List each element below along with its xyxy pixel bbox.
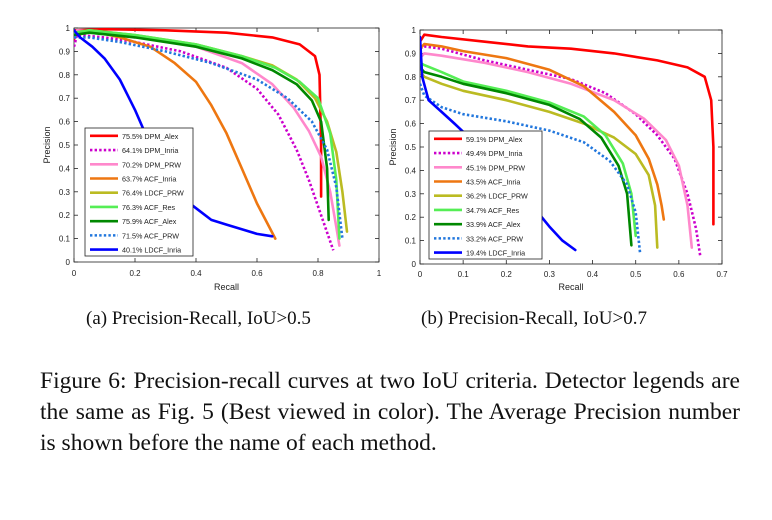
- y-tick-label: 0.7: [405, 96, 417, 105]
- x-tick-label: 0.2: [501, 270, 513, 279]
- legend-entry: 34.7% ACF_Res: [466, 206, 520, 215]
- x-tick-label: 0.5: [630, 270, 642, 279]
- y-tick-label: 0: [66, 258, 71, 267]
- y-axis-label: Precision: [388, 128, 398, 165]
- y-tick-label: 1: [66, 24, 71, 33]
- series-line-7: [74, 31, 330, 222]
- legend-entry: 36.2% LDCF_PRW: [466, 192, 528, 201]
- legend-entry: 70.2% DPM_PRW: [122, 160, 181, 169]
- legend-entry: 33.2% ACF_PRW: [466, 234, 523, 243]
- legend-entry: 75.9% ACF_Alex: [122, 217, 177, 226]
- y-tick-label: 0.2: [405, 213, 417, 222]
- y-tick-label: 0.2: [59, 211, 71, 220]
- legend-entry: 75.5% DPM_Alex: [122, 132, 179, 141]
- series-line-6: [74, 29, 341, 240]
- x-tick-label: 0.1: [458, 270, 470, 279]
- legend-entry: 76.3% ACF_Res: [122, 203, 176, 212]
- legend-entry: 33.9% ACF_Alex: [466, 220, 521, 229]
- legend-entry: 64.1% DPM_Inria: [122, 146, 178, 155]
- figure-caption: Figure 6: Precision-recall curves at two…: [40, 368, 740, 456]
- y-tick-label: 0.9: [405, 49, 417, 58]
- legend-entry: 19.4% LDCF_Inria: [466, 249, 525, 258]
- series-line-4: [420, 42, 666, 221]
- y-tick-label: 0.8: [405, 73, 417, 82]
- y-tick-label: 0.1: [59, 235, 71, 244]
- y-tick-label: 0.4: [59, 164, 71, 173]
- y-tick-label: 0.5: [405, 143, 417, 152]
- x-tick-label: 0.2: [129, 269, 141, 278]
- legend: 75.5% DPM_Alex 64.1% DPM_Inria 70.2% DPM_P…: [84, 127, 194, 257]
- x-tick-label: 0.3: [544, 270, 556, 279]
- y-tick-label: 0.4: [405, 166, 417, 175]
- x-tick-label: 0.4: [587, 270, 599, 279]
- legend-entry: 49.4% DPM_Inria: [466, 149, 522, 158]
- y-axis-label: Precision: [42, 126, 52, 163]
- y-tick-label: 0.8: [59, 71, 71, 80]
- chart-b: 0 0.1 0.2 0.3 0.4 0.5 0.6 0.7 0.8 0.9 1 0 0.1 0.2 0.3 0…: [388, 26, 728, 292]
- y-tick-label: 0: [412, 260, 417, 269]
- series-line-8: [74, 36, 344, 239]
- series-line-2: [74, 33, 335, 251]
- legend-entry: 45.1% DPM_PRW: [466, 163, 525, 172]
- y-tick-label: 0.6: [405, 120, 417, 129]
- y-tick-label: 0.3: [59, 188, 71, 197]
- legend-entry: 76.4% LDCF_PRW: [122, 189, 184, 198]
- series-line-5: [420, 70, 659, 249]
- x-tick-label: 0.7: [716, 270, 728, 279]
- x-tick-label: 0: [418, 270, 423, 279]
- legend-entry: 40.1% LDCF_Inria: [122, 246, 181, 255]
- subcaption-a: (a) Precision-Recall, IoU>0.5: [86, 308, 311, 329]
- y-tick-label: 0.6: [59, 118, 71, 127]
- legend-entry: 59.1% DPM_Alex: [466, 135, 523, 144]
- legend-entry: 63.7% ACF_Inria: [122, 174, 176, 183]
- series-line-1: [420, 33, 715, 226]
- series-line-8: [420, 83, 642, 253]
- x-tick-label: 0.6: [251, 269, 263, 278]
- y-tick-label: 0.5: [59, 141, 71, 150]
- curves: [74, 27, 349, 251]
- chart-a: 0 0.1 0.2 0.3 0.4 0.5 0.6 0.7 0.8 0.9 1 0 0.2 0.4 0.6 0…: [42, 24, 382, 292]
- x-tick-label: 0: [72, 269, 77, 278]
- legend: 59.1% DPM_Alex 49.4% DPM_Inria 45.1% DPM_P…: [428, 130, 543, 260]
- legend-entry: 71.5% ACF_PRW: [122, 231, 179, 240]
- x-tick-label: 0.4: [190, 269, 202, 278]
- legend-entry: 43.5% ACF_Inria: [466, 177, 520, 186]
- y-tick-label: 0.9: [59, 47, 71, 56]
- subcaption-b: (b) Precision-Recall, IoU>0.7: [421, 308, 647, 329]
- x-tick-label: 0.6: [673, 270, 685, 279]
- x-axis-label: Recall: [558, 282, 583, 292]
- y-tick-label: 0.3: [405, 190, 417, 199]
- x-axis-label: Recall: [214, 282, 239, 292]
- x-tick-label: 1: [377, 269, 382, 278]
- y-tick-label: 0.1: [405, 237, 417, 246]
- x-tick-label: 0.8: [312, 269, 324, 278]
- y-tick-label: 1: [412, 26, 417, 35]
- y-tick-label: 0.7: [59, 94, 71, 103]
- series-line-6: [420, 61, 637, 238]
